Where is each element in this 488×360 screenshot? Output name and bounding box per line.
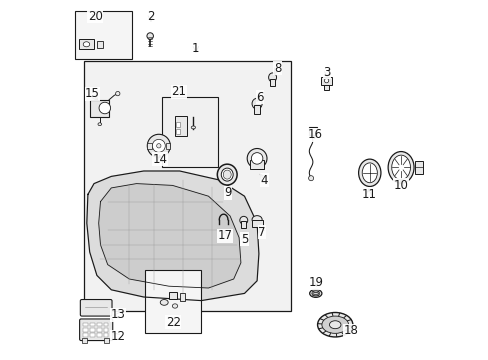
Text: 5: 5: [240, 233, 248, 246]
Bar: [97, 328, 102, 332]
Text: 10: 10: [393, 179, 407, 192]
Ellipse shape: [321, 316, 348, 333]
Bar: [83, 328, 88, 332]
Ellipse shape: [160, 300, 168, 305]
Text: 6: 6: [256, 91, 263, 104]
Bar: [321, 77, 331, 85]
Ellipse shape: [191, 126, 195, 129]
Bar: [97, 41, 103, 48]
Bar: [90, 100, 109, 117]
Ellipse shape: [387, 152, 413, 183]
Text: 3: 3: [323, 66, 330, 78]
Text: 17: 17: [217, 229, 232, 242]
Ellipse shape: [247, 148, 266, 168]
Polygon shape: [99, 184, 241, 288]
Bar: [81, 338, 87, 343]
Bar: [90, 328, 95, 332]
Bar: [83, 333, 88, 337]
Bar: [174, 116, 187, 136]
Circle shape: [152, 139, 165, 152]
Text: 22: 22: [165, 316, 181, 329]
Ellipse shape: [221, 168, 233, 181]
Bar: [254, 105, 260, 114]
Bar: [162, 97, 217, 167]
Ellipse shape: [251, 153, 263, 164]
Ellipse shape: [83, 42, 89, 47]
Text: 7: 7: [258, 226, 265, 239]
Text: 20: 20: [87, 10, 102, 23]
Bar: [145, 270, 201, 333]
Ellipse shape: [217, 164, 237, 185]
Ellipse shape: [268, 73, 276, 82]
Bar: [241, 221, 246, 228]
Text: 8: 8: [273, 62, 281, 75]
Text: 18: 18: [343, 324, 357, 337]
Ellipse shape: [98, 123, 102, 126]
Ellipse shape: [358, 159, 380, 186]
Ellipse shape: [239, 216, 247, 224]
FancyBboxPatch shape: [80, 300, 112, 316]
Bar: [179, 293, 185, 301]
Ellipse shape: [251, 98, 262, 109]
Text: 16: 16: [306, 129, 322, 141]
Bar: [83, 323, 88, 326]
Ellipse shape: [172, 304, 177, 308]
Text: 1: 1: [192, 42, 199, 55]
Text: 13: 13: [110, 309, 125, 321]
Bar: [176, 129, 180, 134]
Circle shape: [99, 102, 110, 114]
Bar: [166, 143, 170, 149]
Text: 2: 2: [147, 10, 154, 23]
Bar: [97, 323, 102, 326]
Ellipse shape: [251, 216, 262, 224]
Ellipse shape: [309, 289, 321, 297]
Ellipse shape: [223, 170, 231, 179]
FancyBboxPatch shape: [80, 319, 113, 341]
Circle shape: [308, 176, 313, 181]
Ellipse shape: [317, 312, 352, 337]
Bar: [90, 333, 95, 337]
Text: 12: 12: [110, 330, 125, 343]
Bar: [251, 220, 262, 227]
Text: 14: 14: [152, 153, 167, 166]
Bar: [104, 338, 109, 343]
Bar: [90, 323, 95, 326]
Bar: [324, 85, 328, 90]
Bar: [84, 61, 291, 311]
Text: 11: 11: [361, 188, 375, 201]
Text: 19: 19: [308, 276, 324, 289]
Bar: [168, 292, 177, 299]
Circle shape: [147, 134, 170, 157]
Text: 4: 4: [260, 174, 267, 186]
Bar: [270, 79, 274, 86]
Bar: [414, 161, 422, 174]
Bar: [103, 323, 108, 326]
Bar: [249, 160, 264, 169]
Ellipse shape: [362, 163, 377, 183]
Polygon shape: [87, 171, 258, 301]
Bar: [308, 127, 317, 135]
Bar: [147, 143, 151, 149]
Circle shape: [146, 33, 153, 39]
Bar: [176, 122, 180, 127]
Text: 21: 21: [171, 85, 186, 98]
Circle shape: [156, 144, 161, 148]
Bar: [103, 328, 108, 332]
Bar: [97, 333, 102, 337]
Text: 15: 15: [85, 87, 100, 100]
Text: 9: 9: [224, 186, 231, 199]
Circle shape: [115, 91, 120, 96]
Ellipse shape: [391, 155, 409, 180]
Bar: [75, 11, 132, 59]
Ellipse shape: [329, 321, 340, 329]
Bar: [79, 39, 94, 49]
Circle shape: [324, 78, 328, 83]
Bar: [103, 333, 108, 337]
Ellipse shape: [311, 291, 319, 296]
